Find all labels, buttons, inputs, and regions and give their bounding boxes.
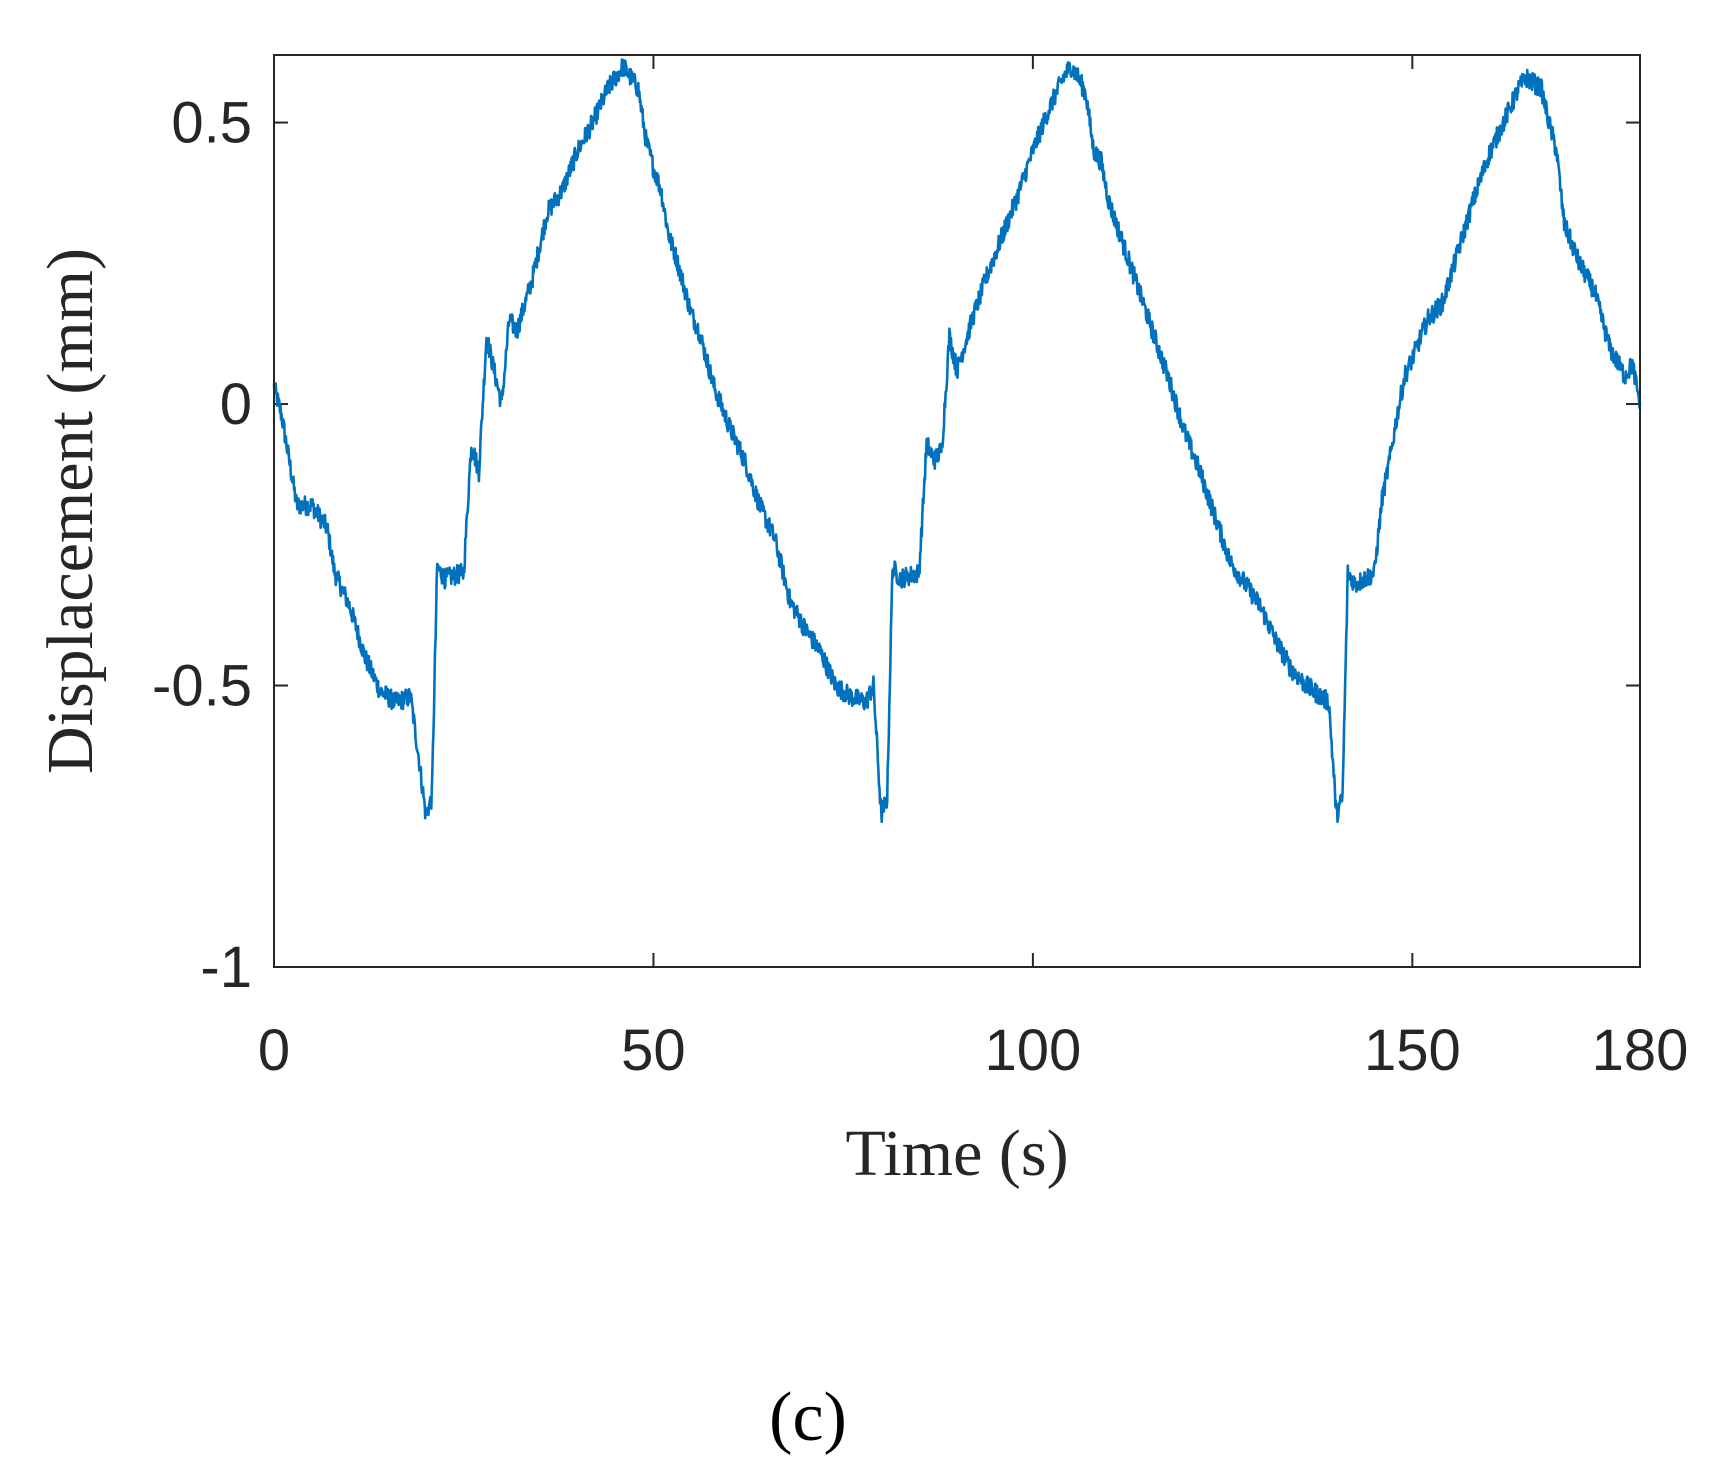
x-tick-label: 150 <box>1364 1018 1461 1083</box>
y-tick-label: 0 <box>220 372 252 437</box>
displacement-line <box>272 58 1642 824</box>
y-tick-label: -0.5 <box>152 654 252 719</box>
x-tick-label: 100 <box>984 1018 1081 1083</box>
x-tick-label: 180 <box>1592 1018 1689 1083</box>
tick-labels: 0 50 100 150 180 -1 -0.5 0 0.5 <box>152 91 1688 1083</box>
x-tick-label: 50 <box>621 1018 686 1083</box>
panel-label: (c) <box>769 1379 847 1456</box>
x-tick-label: 0 <box>258 1018 290 1083</box>
y-axis-title: Displacement (mm) <box>34 248 107 774</box>
y-tick-label: -1 <box>200 935 252 1000</box>
plot-area <box>274 55 1640 967</box>
plot-frame <box>273 54 1641 968</box>
y-tick-label: 0.5 <box>171 91 252 156</box>
x-axis-title: Time (s) <box>845 1117 1068 1190</box>
